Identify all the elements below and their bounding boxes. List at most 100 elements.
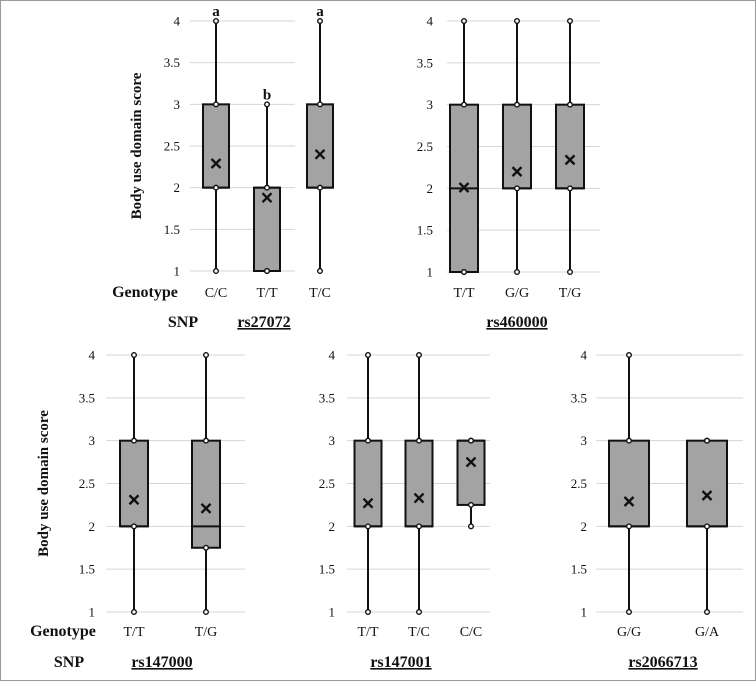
- quartile-point: [202, 609, 209, 616]
- quartile-point: [461, 269, 468, 276]
- quartile-point: [626, 352, 633, 359]
- genotype-label: T/G: [559, 286, 582, 301]
- mean-marker: [458, 182, 470, 193]
- significance-letter: a: [316, 4, 324, 20]
- box-iqr: [686, 439, 728, 528]
- quartile-point: [130, 437, 137, 444]
- y-tick-label: 2: [89, 519, 96, 534]
- y-tick-label: 4: [329, 348, 336, 363]
- genotype-label: C/C: [205, 286, 228, 301]
- snp-id: rs2066713: [628, 654, 697, 671]
- quartile-point: [468, 523, 475, 530]
- y-tick-label: 2: [427, 181, 434, 196]
- snp-id: rs147000: [131, 654, 192, 671]
- genotype-label: T/C: [309, 286, 331, 301]
- mean-marker: [314, 148, 326, 160]
- genotype-label: C/C: [460, 625, 483, 640]
- quartile-point: [130, 523, 137, 530]
- y-tick-label: 3: [174, 97, 181, 112]
- quartile-point: [264, 101, 271, 108]
- y-tick-label: 2.5: [417, 139, 433, 154]
- box-iqr: [306, 103, 334, 189]
- quartile-point: [468, 501, 475, 508]
- quartile-point: [704, 609, 711, 616]
- quartile-point: [202, 352, 209, 359]
- quartile-point: [514, 269, 521, 276]
- box-iqr: [119, 439, 149, 528]
- box-iqr: [502, 103, 532, 190]
- y-tick-label: 3: [329, 433, 336, 448]
- quartile-point: [567, 269, 574, 276]
- y-tick-label: 1: [89, 605, 96, 620]
- y-tick-label: 3.5: [319, 390, 335, 405]
- y-tick-label: 2.5: [319, 476, 335, 491]
- y-axis-title: Body use domain score: [129, 72, 145, 219]
- quartile-point: [468, 437, 475, 444]
- y-tick-label: 3.5: [79, 390, 95, 405]
- quartile-point: [212, 184, 219, 191]
- box-iqr: [353, 439, 383, 528]
- y-tick-label: 2: [174, 180, 181, 195]
- quartile-point: [264, 268, 271, 275]
- genotype-label: G/G: [617, 625, 641, 640]
- genotype-label: T/T: [454, 286, 475, 301]
- genotype-label: G/A: [695, 625, 720, 640]
- quartile-point: [202, 544, 209, 551]
- box-iqr: [608, 439, 650, 528]
- mean-marker: [200, 502, 212, 514]
- y-tick-label: 1: [427, 265, 434, 280]
- quartile-point: [130, 352, 137, 359]
- y-tick-label: 1: [329, 605, 336, 620]
- y-tick-label: 4: [174, 14, 181, 29]
- quartile-point: [317, 268, 324, 275]
- quartile-point: [365, 437, 372, 444]
- quartile-point: [130, 609, 137, 616]
- box-iqr: [202, 103, 230, 189]
- y-tick-label: 1: [581, 605, 588, 620]
- quartile-point: [416, 437, 423, 444]
- y-tick-label: 4: [89, 348, 96, 363]
- quartile-point: [626, 437, 633, 444]
- box-iqr: [191, 439, 221, 549]
- mean-marker: [465, 456, 477, 468]
- mean-marker: [564, 154, 576, 166]
- quartile-point: [416, 352, 423, 359]
- quartile-point: [317, 18, 324, 25]
- mean-marker: [128, 494, 140, 506]
- quartile-point: [416, 523, 423, 530]
- y-tick-label: 4: [427, 14, 434, 29]
- quartile-point: [264, 184, 271, 191]
- mean-marker: [511, 166, 523, 177]
- snp-id: rs460000: [486, 314, 547, 331]
- quartile-point: [704, 437, 711, 444]
- y-tick-label: 2.5: [79, 476, 95, 491]
- quartile-point: [365, 352, 372, 359]
- y-tick-label: 3.5: [164, 55, 180, 70]
- quartile-point: [365, 609, 372, 616]
- quartile-point: [317, 184, 324, 191]
- mean-marker: [623, 496, 635, 507]
- y-tick-label: 3: [89, 433, 96, 448]
- significance-letter: b: [263, 87, 271, 103]
- snp-row-label: SNP: [168, 314, 198, 331]
- mean-marker: [210, 158, 222, 169]
- genotype-label: T/T: [124, 625, 145, 640]
- quartile-point: [461, 18, 468, 25]
- quartile-point: [567, 18, 574, 25]
- y-tick-label: 1.5: [164, 222, 180, 237]
- box-iqr: [456, 439, 486, 506]
- mean-marker: [413, 492, 425, 504]
- quartile-point: [317, 101, 324, 108]
- box-iqr: [555, 103, 585, 190]
- y-tick-label: 1.5: [319, 562, 335, 577]
- y-tick-label: 2: [581, 519, 588, 534]
- quartile-point: [514, 185, 521, 192]
- y-tick-label: 3: [427, 97, 434, 112]
- quartile-point: [514, 18, 521, 25]
- genotype-label: G/G: [505, 286, 529, 301]
- y-tick-label: 2.5: [164, 139, 180, 154]
- y-tick-label: 3.5: [417, 55, 433, 70]
- genotype-row-label: Genotype: [112, 284, 178, 301]
- quartile-point: [212, 18, 219, 25]
